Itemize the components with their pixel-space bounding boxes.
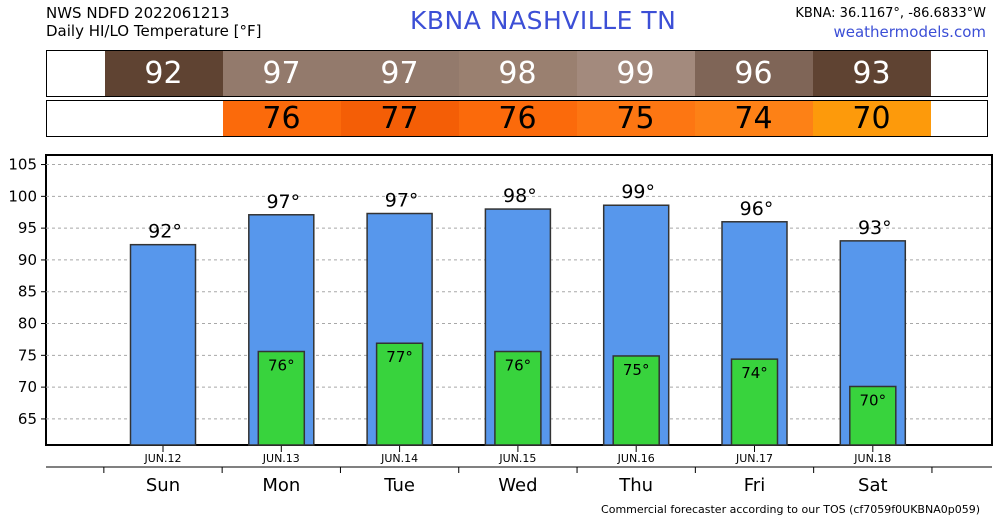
high-temp-label: 93° (858, 217, 892, 239)
low-temp-label: 76° (268, 357, 295, 375)
date-label: JUN.15 (498, 452, 536, 465)
low-temp-cell: 75 (576, 101, 695, 136)
date-label: JUN.17 (735, 452, 773, 465)
high-temp-cell: 97 (222, 51, 341, 96)
day-label: Wed (498, 475, 537, 496)
date-label: JUN.13 (262, 452, 300, 465)
high-temp-label: 97° (385, 190, 419, 212)
high-temp-label: 96° (740, 198, 774, 220)
low-temp-label: 77° (386, 348, 413, 366)
low-temp-bar (612, 355, 660, 446)
station-coordinates: KBNA: 36.1167°, -86.6833°W (795, 6, 986, 21)
footer-note: Commercial forecaster according to our T… (601, 503, 980, 516)
low-temp-cell: 74 (694, 101, 813, 136)
y-tick-label: 75 (18, 346, 37, 364)
high-temp-row: 92 97 97 98 99 96 93 (46, 50, 988, 97)
low-temp-bar (849, 385, 897, 446)
high-temp-cell: 92 (104, 51, 223, 96)
high-temp-cell: 96 (694, 51, 813, 96)
high-temp-bar (129, 243, 197, 446)
high-temp-label: 98° (503, 185, 537, 207)
high-temp-label: 99° (621, 181, 655, 203)
day-label: Sat (858, 475, 888, 496)
day-label: Thu (618, 475, 653, 496)
low-temp-label: 70° (860, 391, 887, 409)
product-title: NWS NDFD 2022061213 (46, 4, 230, 22)
low-temp-cell: 77 (340, 101, 459, 136)
low-temp-label: 75° (623, 361, 650, 379)
date-label: JUN.14 (380, 452, 418, 465)
variable-title: Daily HI/LO Temperature [°F] (46, 22, 262, 40)
low-temp-bar (375, 342, 424, 446)
low-temp-cell: 76 (458, 101, 577, 136)
high-temp-label: 92° (148, 221, 182, 243)
station-title: KBNA NASHVILLE TN (410, 6, 677, 35)
day-label: Mon (262, 475, 300, 496)
day-label: Tue (383, 475, 415, 496)
high-temp-cell: 93 (812, 51, 931, 96)
y-tick-label: 65 (18, 410, 37, 428)
high-temp-cell: 99 (576, 51, 695, 96)
low-temp-bar (257, 350, 306, 446)
date-label: JUN.12 (143, 452, 181, 465)
low-temp-row: 76 77 76 75 74 70 (46, 100, 988, 137)
high-temp-label: 97° (266, 191, 300, 213)
y-tick-label: 80 (18, 315, 37, 333)
low-temp-label: 76° (505, 357, 532, 375)
low-temp-bar (730, 358, 779, 446)
date-label: JUN.18 (853, 452, 891, 465)
y-tick-label: 70 (18, 378, 37, 396)
low-temp-cell: 70 (812, 101, 931, 136)
date-label: JUN.16 (617, 452, 655, 465)
site-link[interactable]: weathermodels.com (833, 23, 986, 41)
high-temp-cell: 98 (458, 51, 577, 96)
day-label: Fri (744, 475, 765, 496)
low-temp-label: 74° (741, 364, 768, 382)
high-temp-cell: 97 (340, 51, 459, 96)
day-label: Sun (146, 475, 180, 496)
low-temp-cell: 76 (222, 101, 341, 136)
y-tick-label: 105 (8, 156, 37, 174)
y-tick-label: 100 (8, 187, 37, 205)
y-tick-label: 90 (18, 251, 37, 269)
y-tick-label: 85 (18, 283, 37, 301)
low-temp-bar (494, 350, 542, 446)
y-tick-label: 95 (18, 219, 37, 237)
